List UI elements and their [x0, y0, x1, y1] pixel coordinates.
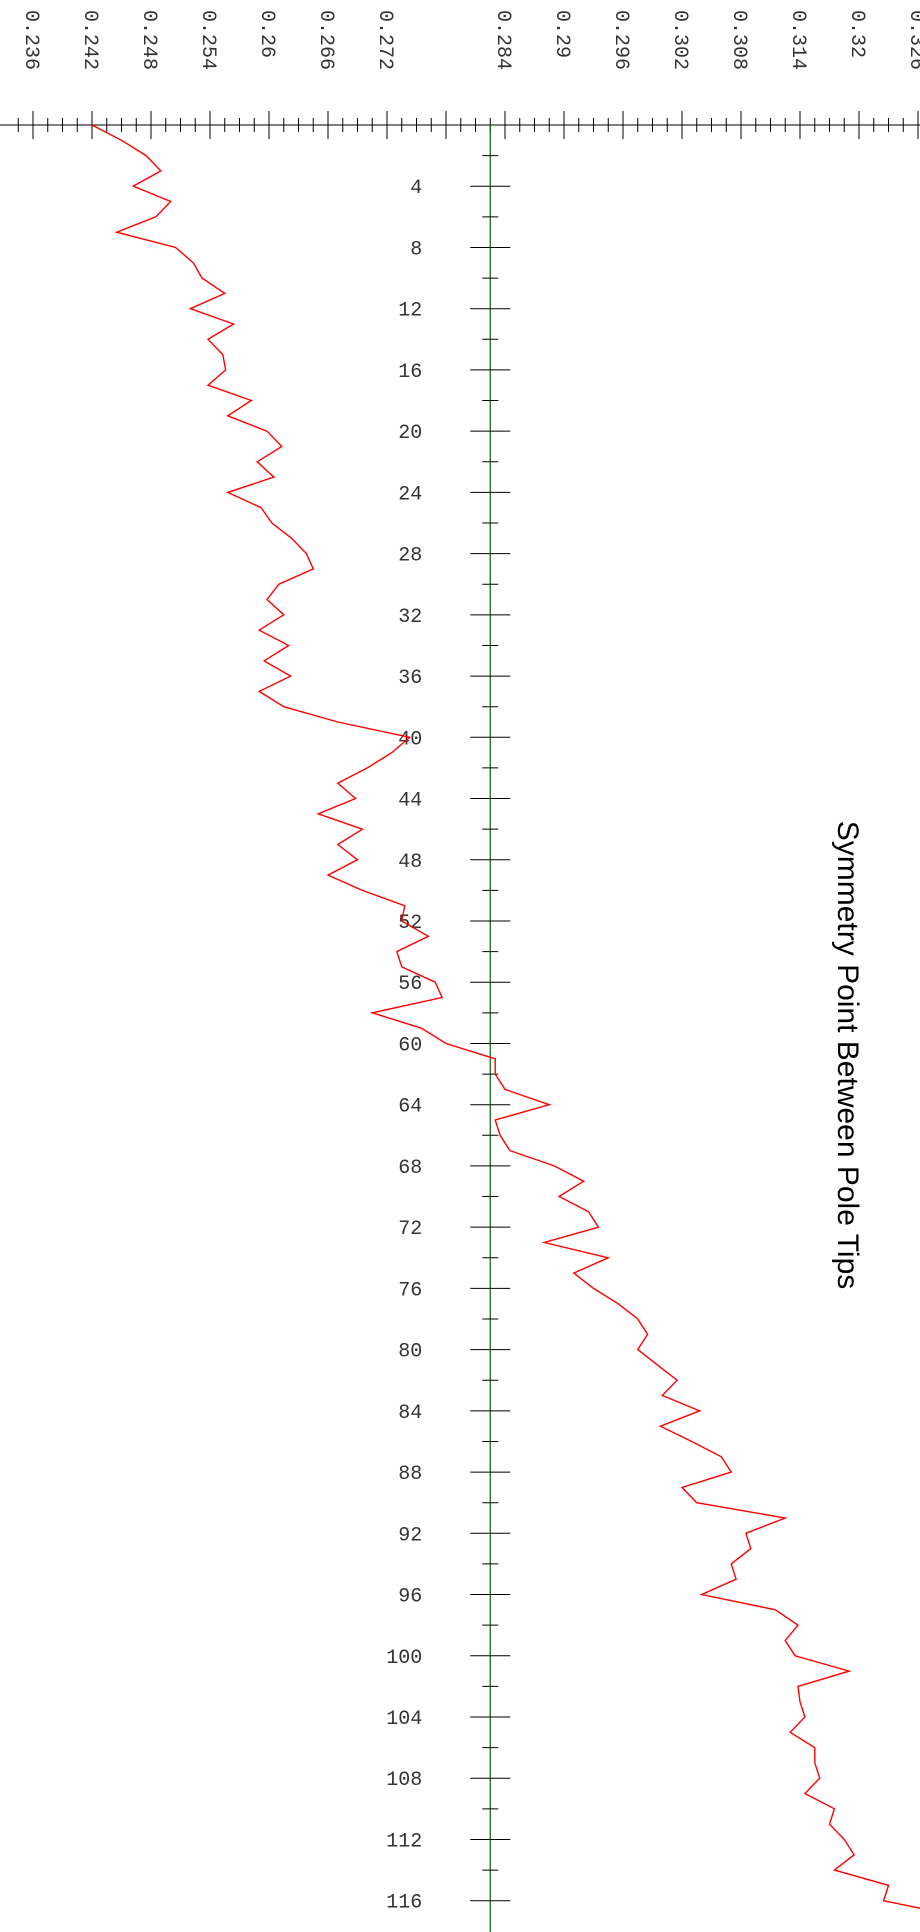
- value-tick-label: 0.302: [668, 10, 691, 70]
- value-tick-label: 0.236: [19, 10, 42, 70]
- index-tick-label: 80: [398, 1341, 422, 1364]
- index-tick-label: 20: [398, 422, 422, 445]
- index-tick-label: 104: [386, 1708, 422, 1731]
- index-tick-label: 12: [398, 300, 422, 323]
- index-tick-label: 64: [398, 1096, 422, 1119]
- index-tick-label: 52: [398, 912, 422, 935]
- index-tick-label: 32: [398, 606, 422, 629]
- index-tick-label: 112: [386, 1830, 422, 1853]
- value-tick-label: 0.284: [491, 10, 514, 70]
- value-tick-label: 0.242: [78, 10, 101, 70]
- index-tick-label: 72: [398, 1218, 422, 1241]
- value-tick-label: 0.254: [196, 10, 219, 70]
- chart-title: Symmetry Point Between Pole Tips: [831, 821, 864, 1290]
- index-tick-label: 116: [386, 1892, 422, 1915]
- value-tick-label: 0.314: [786, 10, 809, 70]
- index-tick-label: 40: [398, 728, 422, 751]
- value-tick-label: 0.266: [314, 10, 337, 70]
- index-tick-label: 68: [398, 1157, 422, 1180]
- index-tick-label: 8: [410, 238, 422, 261]
- value-tick-label: 0.308: [727, 10, 750, 70]
- value-tick-label: 0.296: [609, 10, 632, 70]
- value-tick-label: 0.326: [904, 10, 920, 70]
- index-tick-label: 96: [398, 1586, 422, 1609]
- index-tick-label: 88: [398, 1463, 422, 1486]
- data-line-series: [91, 124, 920, 1909]
- index-tick-label: 60: [398, 1034, 422, 1057]
- index-tick-label: 4: [410, 177, 422, 200]
- index-tick-label: 24: [398, 483, 422, 506]
- index-tick-label: 56: [398, 973, 422, 996]
- index-tick-label: 44: [398, 790, 422, 813]
- value-axis: 0.236 0.242 0.248 0.254 0.26 0.266 0.272 0.284 0…: [0, 10, 920, 139]
- index-tick-label: 92: [398, 1524, 422, 1547]
- index-tick-label: 36: [398, 667, 422, 690]
- value-tick-label: 0.248: [137, 10, 160, 70]
- index-tick-label: 108: [386, 1769, 422, 1792]
- value-tick-label: 0.272: [373, 10, 396, 70]
- index-tick-label: 28: [398, 545, 422, 568]
- value-tick-label: 0.26: [255, 10, 278, 58]
- value-tick-label: 0.29: [550, 10, 573, 58]
- index-tick-label: 84: [398, 1402, 422, 1425]
- index-tick-label: 76: [398, 1279, 422, 1302]
- index-tick-label: 100: [386, 1647, 422, 1670]
- value-tick-label: 0.32: [845, 10, 868, 58]
- index-axis: 4812162024283236404448525660646872768084…: [386, 125, 511, 1932]
- index-tick-label: 16: [398, 361, 422, 384]
- index-tick-label: 48: [398, 851, 422, 874]
